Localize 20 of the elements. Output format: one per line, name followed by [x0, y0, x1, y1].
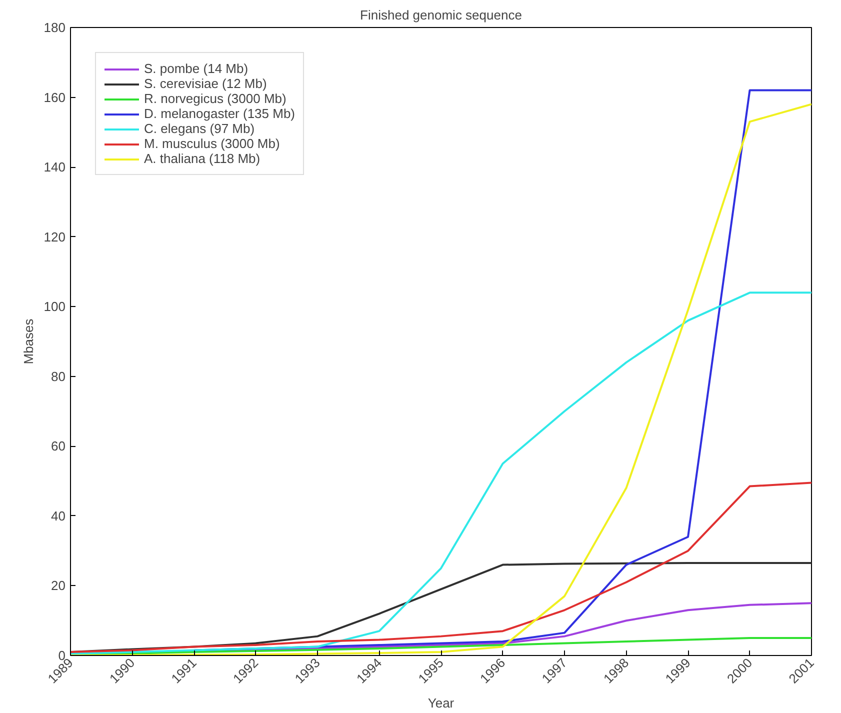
- y-tick-label: 160: [44, 90, 66, 105]
- y-tick-label: 180: [44, 20, 66, 35]
- y-axis-title: Mbases: [20, 318, 36, 364]
- legend-label: R. norvegicus (3000 Mb): [144, 91, 286, 106]
- chart-subtitle: Finished genomic sequence: [360, 8, 522, 22]
- legend-label: S. pombe (14 Mb): [144, 61, 248, 76]
- y-tick-label: 40: [51, 508, 66, 524]
- y-tick-label: 60: [51, 438, 66, 454]
- legend-label: D. melanogaster (135 Mb): [144, 106, 296, 121]
- line-series: [70, 482, 812, 654]
- legend-label: S. cerevisiae (12 Mb): [144, 76, 267, 91]
- legend-label: C. elegans (97 Mb): [144, 121, 255, 136]
- x-axis-title: Year: [428, 695, 455, 710]
- y-tick-label: 120: [44, 229, 66, 244]
- legend-label: A. thaliana (118 Mb): [144, 151, 260, 166]
- y-tick-label: 80: [51, 368, 66, 384]
- y-tick-label: 140: [44, 160, 66, 175]
- y-tick-label: 20: [51, 578, 66, 594]
- y-tick-label: 100: [44, 299, 66, 314]
- legend-label: M. musculus (3000 Mb): [144, 136, 280, 151]
